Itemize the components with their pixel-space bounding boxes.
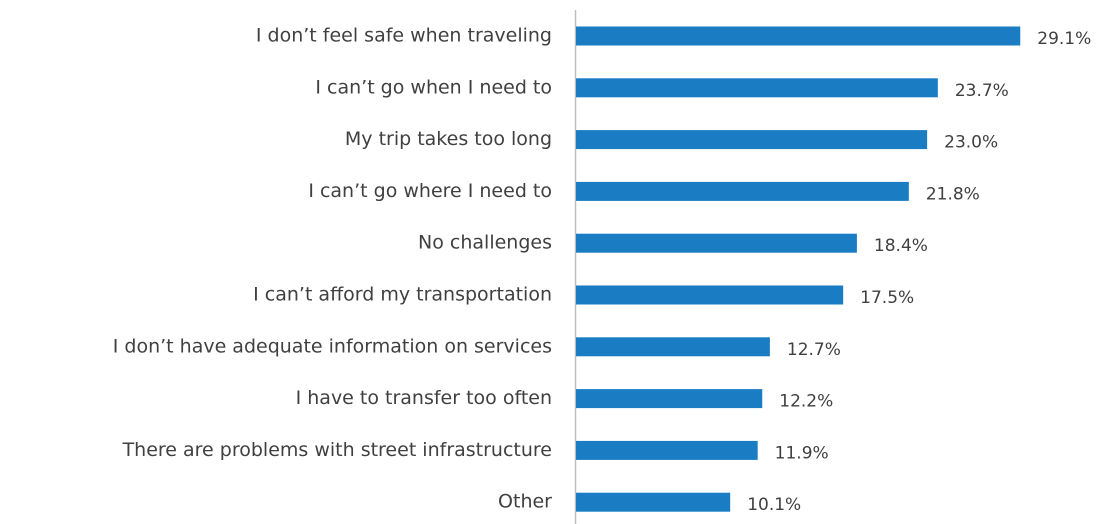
value-label: 10.1%: [747, 495, 801, 515]
category-label: I don’t have adequate information on ser…: [113, 335, 552, 357]
value-label: 17.5%: [860, 288, 914, 308]
value-label: 12.7%: [787, 340, 841, 360]
bar: [576, 285, 844, 305]
category-label: No challenges: [418, 232, 552, 254]
bar: [576, 440, 758, 460]
category-label: Other: [498, 491, 552, 513]
value-label: 12.2%: [779, 392, 833, 412]
bar: [576, 337, 770, 357]
bar: [576, 492, 731, 512]
bar: [576, 130, 928, 150]
value-label: 21.8%: [926, 184, 980, 204]
bar: [576, 389, 763, 409]
category-label: I can’t go when I need to: [315, 76, 552, 98]
value-label: 18.4%: [874, 236, 928, 256]
category-label: There are problems with street infrastru…: [122, 439, 552, 461]
value-label: 11.9%: [775, 443, 829, 463]
value-label: 23.0%: [944, 133, 998, 153]
value-label: 23.7%: [955, 81, 1009, 101]
category-label: I have to transfer too often: [296, 387, 552, 409]
bar: [576, 181, 909, 201]
category-label: My trip takes too long: [345, 128, 552, 150]
category-label: I can’t go where I need to: [308, 180, 552, 202]
bar: [576, 26, 1021, 46]
bar: [576, 233, 857, 253]
value-label: 29.1%: [1037, 29, 1091, 49]
category-label: I don’t feel safe when traveling: [256, 25, 552, 47]
bar: [576, 78, 938, 98]
category-label: I can’t afford my transportation: [253, 284, 552, 306]
